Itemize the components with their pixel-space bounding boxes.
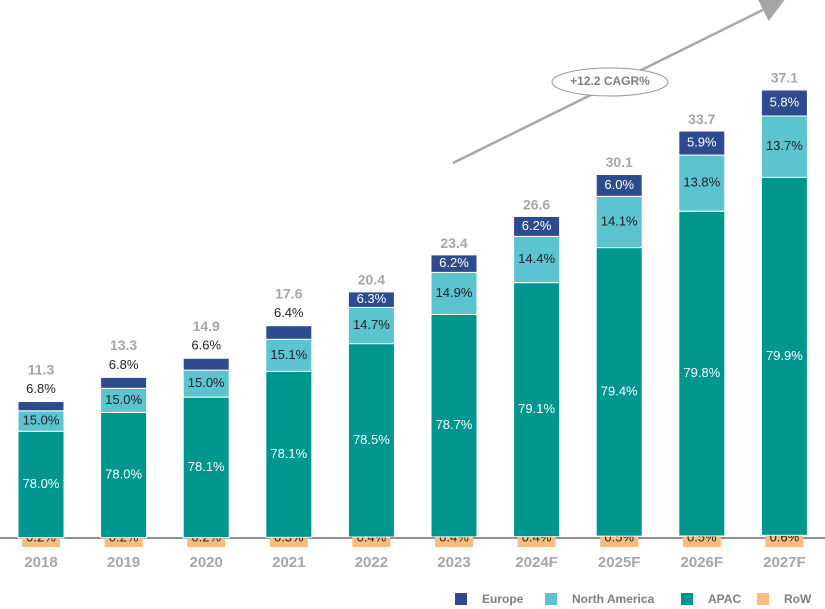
bar-segment	[595, 195, 643, 249]
bar-segment	[347, 343, 395, 538]
total-label: 23.4	[440, 235, 467, 251]
bar-segment	[182, 396, 230, 539]
legend-label: North America	[572, 592, 655, 606]
total-label: 11.3	[28, 361, 55, 377]
segment-label: 5.8%	[770, 94, 800, 109]
segment-label: 14.4%	[518, 251, 555, 266]
segment-label: 6.2%	[439, 255, 469, 270]
segment-label: 6.6%	[191, 338, 221, 353]
legend-label: Europe	[482, 592, 524, 606]
segment-label: 79.8%	[683, 365, 720, 380]
segment-label: 6.4%	[274, 305, 304, 320]
segment-label: 14.1%	[601, 213, 638, 228]
x-tick-label: 2021	[272, 554, 305, 571]
bar-segment	[265, 338, 313, 372]
x-tick-label: 2025F	[598, 554, 641, 571]
x-tick-label: 2022	[355, 554, 388, 571]
bar-segment	[760, 115, 808, 178]
bar-segment	[430, 313, 478, 538]
segment-label: 78.5%	[353, 432, 390, 447]
bar-segment	[513, 235, 561, 284]
total-label: 17.6	[275, 285, 302, 301]
bar-segment	[513, 215, 561, 237]
bar-segment	[678, 130, 726, 156]
total-label: 14.9	[193, 318, 220, 334]
bar-segment	[595, 174, 643, 197]
segment-label: 79.4%	[601, 383, 638, 398]
segment-label: 14.9%	[436, 285, 473, 300]
segment-label: 13.7%	[766, 138, 803, 153]
bar-segment	[430, 271, 478, 315]
bar-segment	[100, 376, 148, 389]
legend-swatch	[681, 593, 693, 605]
annotation: +12.2 CAGR%	[570, 74, 650, 88]
segment-label: 6.2%	[522, 218, 552, 233]
segment-label: 79.1%	[518, 401, 555, 416]
x-tick-label: 2018	[24, 554, 57, 571]
segment-label: 5.9%	[687, 134, 717, 149]
bar-segment	[182, 357, 230, 371]
segment-label: 13.8%	[683, 175, 720, 190]
segment-label: 6.8%	[109, 357, 139, 372]
annotation-ellipse	[551, 67, 669, 97]
legend-swatch	[757, 593, 769, 605]
bar-segment	[760, 89, 808, 117]
total-label: 13.3	[110, 337, 137, 353]
bar-segment	[17, 430, 65, 539]
bar-segment	[678, 210, 726, 537]
bar-segment	[182, 369, 230, 398]
x-tick-label: 2027F	[763, 554, 806, 571]
segment-label: 78.0%	[23, 476, 60, 491]
bar-segment	[347, 291, 395, 308]
bar-segment	[595, 247, 643, 537]
total-label: 33.7	[688, 111, 715, 127]
segment-label: 15.0%	[23, 412, 60, 427]
legend-label: RoW	[784, 592, 812, 606]
segment-label: 15.0%	[105, 392, 142, 407]
x-tick-label: 2020	[190, 554, 223, 571]
segment-label: 6.8%	[26, 381, 56, 396]
segment-label: 14.7%	[353, 317, 390, 332]
bar-segment	[17, 401, 65, 412]
segment-label: 78.7%	[436, 417, 473, 432]
legend-swatch	[455, 593, 467, 605]
segment-label: 79.9%	[766, 348, 803, 363]
legend-label: APAC	[708, 592, 741, 606]
bar-segment	[513, 282, 561, 538]
bar-segment	[760, 176, 808, 536]
segment-label: 78.1%	[188, 459, 225, 474]
legend-swatch	[545, 593, 557, 605]
segment-label: 78.1%	[270, 446, 307, 461]
total-label: 37.1	[771, 70, 798, 86]
segment-label: 15.1%	[270, 347, 307, 362]
bar-segment	[265, 325, 313, 340]
segment-label: 6.0%	[604, 177, 634, 192]
x-tick-label: 2026F	[681, 554, 724, 571]
total-label: 30.1	[606, 154, 633, 170]
segment-label: 6.3%	[357, 291, 387, 306]
bar-segment	[100, 387, 148, 413]
segment-label: 78.0%	[105, 466, 142, 481]
x-tick-label: 2019	[107, 554, 140, 571]
x-tick-label: 2024F	[515, 554, 558, 571]
bar-segment	[430, 254, 478, 273]
total-label: 26.6	[523, 196, 550, 212]
segment-label: 15.0%	[188, 375, 225, 390]
total-label: 20.4	[358, 271, 385, 287]
x-tick-label: 2023	[437, 554, 470, 571]
